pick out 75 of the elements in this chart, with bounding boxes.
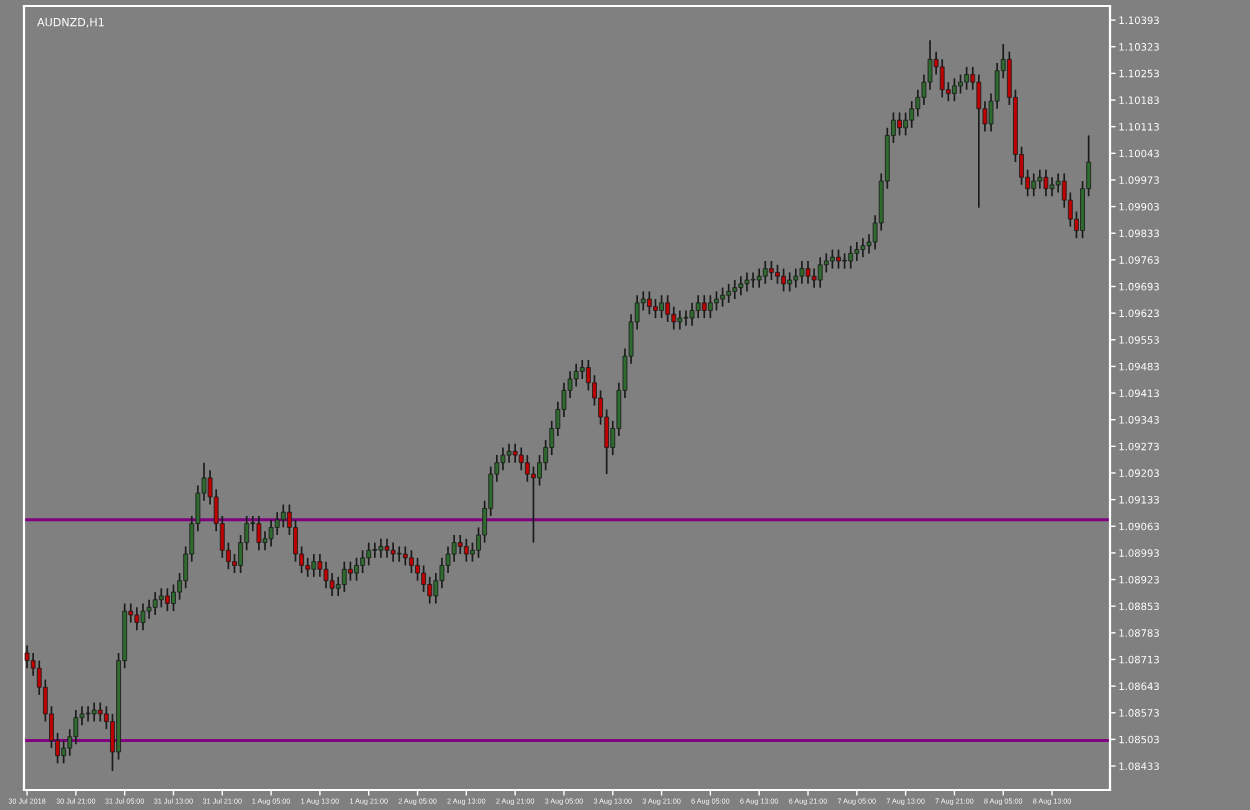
candlestick (360, 549, 366, 574)
candlestick (787, 271, 793, 293)
candlestick (964, 66, 970, 91)
candlestick (457, 534, 463, 555)
candlestick (402, 545, 408, 567)
candlestick (85, 705, 91, 723)
candlestick (768, 260, 774, 281)
candlestick (463, 537, 469, 563)
candlestick (354, 557, 359, 582)
candlestick (799, 260, 805, 285)
candlestick (677, 309, 683, 331)
candlestick (689, 302, 695, 327)
candlestick (1049, 176, 1055, 198)
candlestick (958, 73, 963, 95)
candlestick (97, 701, 103, 723)
candlestick (695, 294, 701, 319)
candlestick (646, 290, 652, 316)
candlestick (134, 606, 140, 631)
candlestick (512, 442, 518, 464)
candlestick (848, 244, 854, 270)
candlestick (348, 560, 353, 582)
candlestick (659, 294, 664, 319)
candlestick (268, 518, 274, 548)
candlestick (897, 111, 902, 137)
candlestick (860, 237, 866, 259)
candlestick (744, 271, 750, 293)
candlestick (653, 298, 658, 319)
candlestick (707, 294, 713, 319)
candlestick (775, 263, 780, 285)
candlestick (384, 537, 390, 559)
candlestick (756, 267, 762, 289)
candlestick (311, 553, 317, 578)
candlestick (164, 587, 170, 612)
candlestick (1031, 172, 1037, 198)
candlestick (976, 73, 982, 209)
candlestick (701, 294, 707, 319)
candlestick (1037, 168, 1043, 190)
candlestick (396, 545, 402, 563)
candlestick (805, 260, 811, 285)
candlestick (372, 541, 378, 559)
candlestick (665, 294, 671, 323)
candlestick (793, 267, 799, 289)
candlestick (854, 241, 860, 262)
candlestick (366, 541, 372, 567)
candlestick (280, 503, 286, 529)
candlestick (939, 58, 945, 99)
candlestick (683, 309, 689, 327)
candlestick (714, 290, 719, 312)
candlestick (750, 271, 756, 289)
candlestick (158, 587, 164, 609)
candlestick (323, 560, 329, 590)
candlestick (341, 560, 347, 593)
candlestick (726, 282, 732, 304)
candlestick (720, 286, 725, 308)
candlestick (781, 267, 786, 293)
candlestick (579, 359, 585, 380)
candlestick (836, 248, 841, 270)
candlestick (91, 701, 97, 723)
candlestick (1055, 172, 1061, 194)
candlestick (952, 77, 957, 102)
candlestick (152, 591, 158, 616)
candlestick (140, 602, 146, 631)
candlestick (506, 442, 512, 464)
candlestick (811, 267, 817, 289)
candlestick (390, 541, 396, 563)
candlestick (256, 515, 262, 552)
candlestick (762, 260, 768, 285)
candlestick (409, 549, 414, 574)
candlestick (830, 248, 835, 270)
candlestick (738, 275, 744, 297)
candlestick (24, 644, 30, 670)
candlestick (817, 256, 823, 289)
candlestick (732, 279, 738, 300)
candlestick (1043, 168, 1049, 198)
candlestick (378, 537, 384, 559)
